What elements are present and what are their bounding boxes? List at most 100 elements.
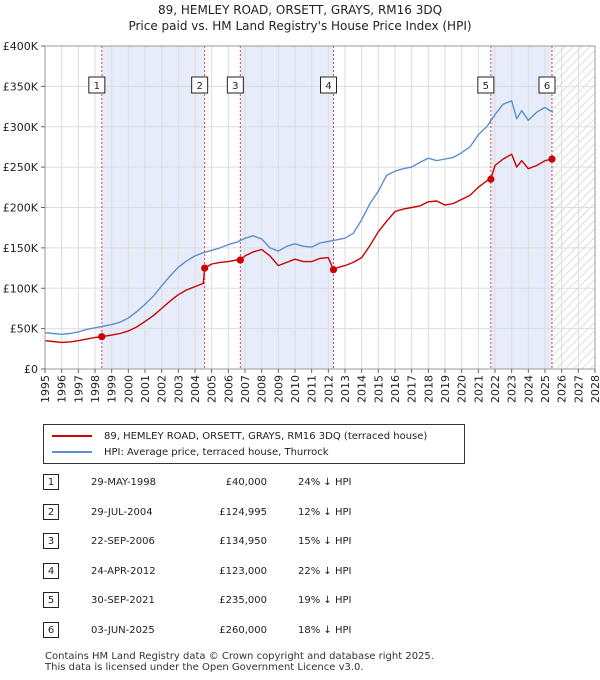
sale-hpi-diff: 22% ↓ HPI xyxy=(298,565,352,577)
table-row: 2 29-JUL-2004 £124,995 12% ↓ HPI xyxy=(43,502,463,532)
x-tick-label: 1996 xyxy=(56,375,69,403)
sale-point xyxy=(98,333,106,341)
sale-hpi-diff: 19% ↓ HPI xyxy=(298,595,352,606)
table-row: 3 22-SEP-2006 £134,950 15% ↓ HPI xyxy=(43,531,463,561)
sale-point xyxy=(201,264,209,272)
x-tick-label: 2019 xyxy=(439,375,452,403)
sale-date: 24-APR-2012 xyxy=(91,565,156,577)
table-row: 5 30-SEP-2021 £235,000 19% ↓ HPI xyxy=(43,590,463,620)
table-row: 4 24-APR-2012 £123,000 22% ↓ HPI xyxy=(43,561,463,591)
legend-item-hpi: HPI: Average price, terraced house, Thur… xyxy=(52,444,329,460)
x-tick-label: 2013 xyxy=(339,375,352,403)
x-tick-label: 2009 xyxy=(272,375,285,403)
footer-licence: This data is licensed under the Open Gov… xyxy=(45,662,364,673)
y-tick-label: £200K xyxy=(3,202,39,215)
x-tick-label: 2007 xyxy=(239,375,252,403)
x-tick-label: 2023 xyxy=(506,375,519,403)
legend-item-property: 89, HEMLEY ROAD, ORSETT, GRAYS, RM16 3DQ… xyxy=(52,428,427,444)
x-tick-label: 2002 xyxy=(156,375,169,403)
x-tick-label: 1999 xyxy=(106,375,119,403)
sale-label-box xyxy=(88,76,106,94)
sale-price: £134,950 xyxy=(219,536,267,547)
sale-point xyxy=(548,155,556,163)
legend: 89, HEMLEY ROAD, ORSETT, GRAYS, RM16 3DQ… xyxy=(43,424,465,464)
sale-price: £235,000 xyxy=(219,595,267,606)
x-tick-label: 1998 xyxy=(89,375,102,403)
sale-label-box xyxy=(320,76,337,94)
x-tick-label: 2025 xyxy=(539,375,552,403)
sale-label-text: 4 xyxy=(325,81,331,92)
chart-title: 89, HEMLEY ROAD, ORSETT, GRAYS, RM16 3DQ xyxy=(157,3,443,17)
y-tick-label: £300K xyxy=(3,121,39,134)
sale-point xyxy=(487,175,495,183)
x-tick-label: 2027 xyxy=(572,375,585,403)
sale-hpi-diff: 15% ↓ HPI xyxy=(298,536,352,547)
hpi-line xyxy=(45,100,554,335)
sale-number: 5 xyxy=(43,592,59,608)
x-tick-label: 2018 xyxy=(422,375,435,403)
footer-copyright: Contains HM Land Registry data © Crown c… xyxy=(45,651,434,662)
x-tick-label: 2017 xyxy=(406,375,419,403)
sale-date: 22-SEP-2006 xyxy=(91,536,155,547)
sale-date: 30-SEP-2021 xyxy=(91,595,155,606)
sale-number: 3 xyxy=(43,533,59,549)
sale-number: 4 xyxy=(43,562,59,579)
sale-date: 29-MAY-1998 xyxy=(91,477,157,488)
table-row: 6 03-JUN-2025 £260,000 18% ↓ HPI xyxy=(43,620,463,650)
x-tick-label: 2011 xyxy=(306,375,319,403)
legend-label-hpi: HPI: Average price, terraced house, Thur… xyxy=(104,446,329,458)
y-tick-label: £50K xyxy=(10,323,39,336)
sale-number: 6 xyxy=(43,621,59,638)
x-tick-label: 2012 xyxy=(322,375,335,403)
sales-table: 1 29-MAY-1998 £40,000 24% ↓ HPI 2 29-JUL… xyxy=(43,472,463,649)
sale-point xyxy=(236,256,244,264)
sale-price: £124,995 xyxy=(219,506,267,518)
x-tick-label: 2014 xyxy=(356,375,369,403)
sale-label-text: 3 xyxy=(232,81,238,92)
property-price-line xyxy=(45,153,553,344)
x-tick-label: 2004 xyxy=(189,375,202,403)
x-tick-label: 2020 xyxy=(456,375,469,403)
y-tick-label: £0 xyxy=(24,363,38,376)
sale-price: £260,000 xyxy=(219,624,267,636)
x-tick-label: 2021 xyxy=(472,375,485,403)
x-tick-label: 1997 xyxy=(72,375,85,403)
x-tick-label: 2026 xyxy=(556,375,569,403)
legend-swatch-hpi xyxy=(52,451,92,453)
x-tick-label: 1995 xyxy=(39,375,52,403)
x-tick-label: 2022 xyxy=(489,375,502,403)
sale-price: £40,000 xyxy=(225,477,267,488)
sale-date: 29-JUL-2004 xyxy=(91,506,153,518)
x-tick-label: 2001 xyxy=(139,375,152,403)
chart-subtitle: Price paid vs. HM Land Registry's House … xyxy=(128,19,472,33)
y-tick-label: £400K xyxy=(3,40,39,53)
sale-label-box xyxy=(538,76,556,94)
x-tick-label: 2024 xyxy=(522,375,535,403)
x-tick-label: 2010 xyxy=(289,375,302,403)
sale-label-box xyxy=(226,76,244,94)
x-tick-label: 2005 xyxy=(206,375,219,403)
x-tick-label: 2006 xyxy=(222,375,235,403)
sale-label-text: 2 xyxy=(196,81,202,92)
y-tick-label: £100K xyxy=(3,282,39,295)
x-tick-label: 2016 xyxy=(389,375,402,403)
sale-hpi-diff: 12% ↓ HPI xyxy=(298,506,352,518)
y-tick-label: £150K xyxy=(3,242,39,255)
price-chart: 1 2 3 4 5 6 £0 £50K £100K £150K £200K £250K £300K £3… xyxy=(3,40,600,403)
x-tick-label: 2008 xyxy=(256,375,269,403)
x-tick-label: 2000 xyxy=(122,375,135,403)
y-tick-label: £350K xyxy=(3,80,39,93)
legend-label-property: 89, HEMLEY ROAD, ORSETT, GRAYS, RM16 3DQ… xyxy=(104,430,428,442)
legend-swatch-property xyxy=(52,435,92,437)
sale-hpi-diff: 18% ↓ HPI xyxy=(298,624,352,636)
sale-number: 1 xyxy=(43,474,59,490)
sale-label-text: 6 xyxy=(544,81,550,92)
sale-hpi-diff: 24% ↓ HPI xyxy=(298,477,352,488)
sale-date: 03-JUN-2025 xyxy=(91,624,155,636)
sale-label-text: 5 xyxy=(483,81,489,92)
sale-point xyxy=(329,266,338,274)
sale-label-text: 1 xyxy=(94,81,100,92)
x-tick-label: 2003 xyxy=(172,375,185,403)
footer: Contains HM Land Registry data © Crown c… xyxy=(45,651,434,673)
sale-label-box xyxy=(191,76,209,94)
